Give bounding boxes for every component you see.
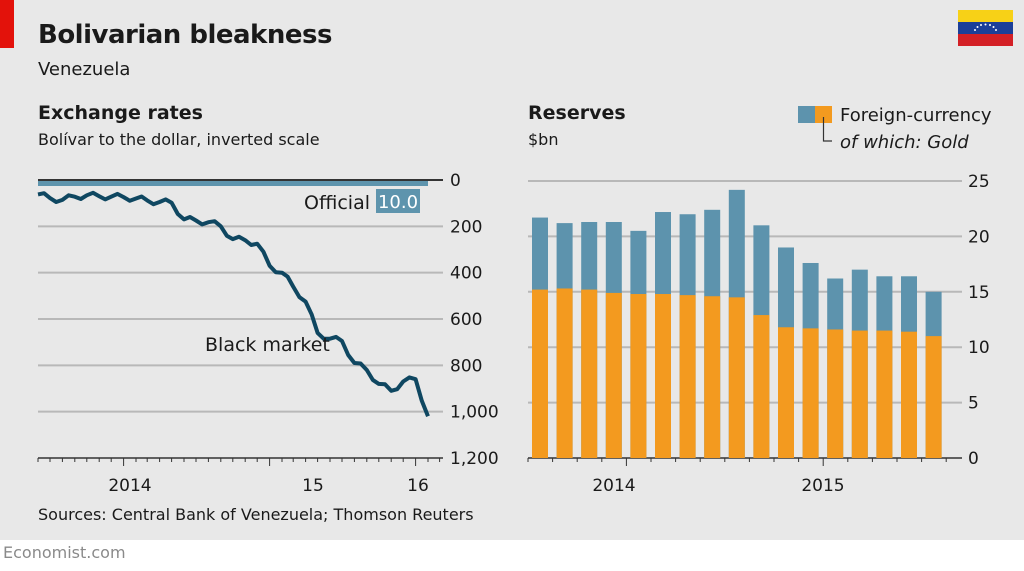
exchange-y-tick-label: 1,200 xyxy=(450,449,499,469)
black-market-line xyxy=(37,190,430,418)
reserves-gold-bar xyxy=(876,330,893,458)
reserves-y-tick-label: 0 xyxy=(968,449,979,469)
source-note: Sources: Central Bank of Venezuela; Thom… xyxy=(38,505,474,524)
exchange-y-tick-label: 600 xyxy=(450,310,482,330)
exchange-rates-title: Exchange rates xyxy=(38,102,203,124)
reserves-x-tick-label: 2014 xyxy=(592,476,635,496)
reserves-gold-bar xyxy=(655,294,671,458)
exchange-y-tick-label: 800 xyxy=(450,356,482,376)
reserves-y-tick-label: 10 xyxy=(968,338,990,358)
reserves-gold-bar xyxy=(679,295,696,458)
legend-foreign-currency-swatch xyxy=(798,106,815,123)
reserves-gold-bar xyxy=(753,315,770,458)
reserves-gold-bar xyxy=(556,288,573,458)
reserves-y-tick-label: 15 xyxy=(968,283,990,303)
exchange-y-tick-label: 400 xyxy=(450,264,482,284)
reserves-y-tick-label: 25 xyxy=(968,172,990,192)
exchange-rate-chart: 0 200 400 600 800 1,000 1,200 2014 15 16 Official 1… xyxy=(37,171,499,496)
official-label: Official xyxy=(304,192,370,214)
reserves-gold-bar xyxy=(728,297,745,458)
reserves-title: Reserves xyxy=(528,102,626,124)
legend-foreign-currency-label: Foreign-currency xyxy=(840,105,992,126)
exchange-x-tick-label: 2014 xyxy=(108,476,151,496)
page-title: Bolivarian bleakness xyxy=(38,20,332,50)
page-subtitle: Venezuela xyxy=(38,59,131,80)
reserves-gold-bar xyxy=(778,327,794,458)
economist-red-tag xyxy=(0,0,14,48)
venezuela-flag-icon xyxy=(958,10,1013,46)
exchange-x-tick-label: 15 xyxy=(302,476,324,496)
reserves-gold-bar xyxy=(704,296,721,458)
footer-credit: Economist.com xyxy=(3,543,126,562)
reserves-gold-bar xyxy=(630,294,647,458)
reserves-y-tick-label: 5 xyxy=(968,394,979,414)
reserves-gold-bar xyxy=(827,329,844,458)
reserves-chart: 0 5 10 15 20 25 2014 2015 Foreign-currency of whi… xyxy=(527,105,992,496)
official-value-label: 10.0 xyxy=(378,192,418,213)
exchange-y-tick-label: 0 xyxy=(450,171,461,191)
footer-bar: Economist.com xyxy=(0,540,1024,571)
reserves-gold-bar xyxy=(925,336,942,458)
reserves-gold-bar xyxy=(901,331,917,458)
reserves-x-tick-label: 2015 xyxy=(801,476,844,496)
exchange-y-tick-label: 1,000 xyxy=(450,403,499,423)
reserves-gold-bar xyxy=(851,330,868,458)
reserves-y-tick-label: 20 xyxy=(968,227,990,247)
black-market-label: Black market xyxy=(205,334,330,356)
reserves-gold-bar xyxy=(802,328,819,458)
exchange-x-tick-label: 16 xyxy=(407,476,429,496)
legend-gold-label: of which: Gold xyxy=(840,132,969,153)
reserves-gold-bar xyxy=(532,289,548,458)
legend-gold-leader xyxy=(822,117,832,142)
reserves-gold-bar xyxy=(581,289,598,458)
reserves-gold-bar xyxy=(605,292,622,458)
reserves-unit-label: $bn xyxy=(528,130,559,149)
exchange-rates-subtitle: Bolívar to the dollar, inverted scale xyxy=(38,130,320,149)
exchange-y-tick-label: 200 xyxy=(450,217,482,237)
official-value-box xyxy=(376,189,420,213)
legend-gold-swatch xyxy=(815,106,832,123)
